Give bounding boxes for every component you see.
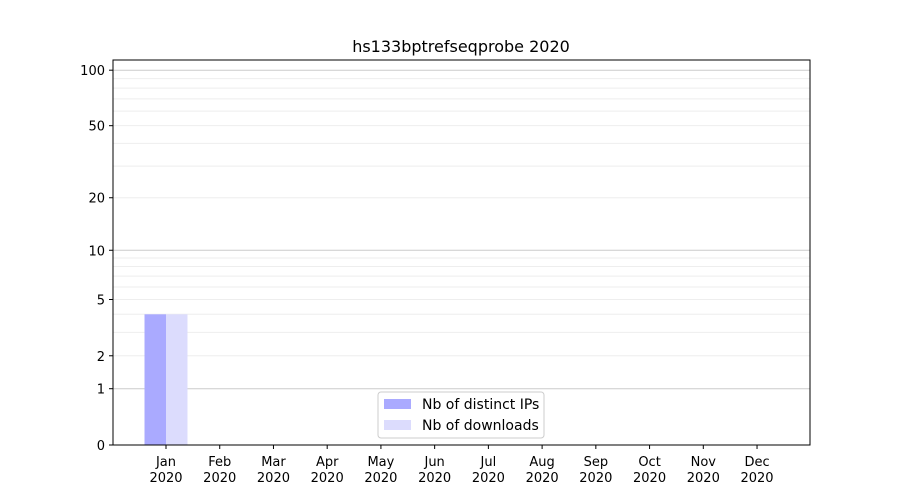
- y-tick-label: 20: [88, 192, 105, 207]
- legend-swatch-distinct-ips: [384, 399, 411, 409]
- x-tick-label: Feb 2020: [203, 455, 236, 486]
- bar-distinct-ips: [144, 314, 166, 445]
- x-tick-label: Jul 2020: [472, 455, 505, 486]
- bars: [144, 314, 188, 445]
- y-tick-label: 0: [97, 439, 105, 454]
- x-axis: Jan 2020 Feb 2020 Mar 2020 Apr 2020 May 2020 Jun 20…: [149, 445, 774, 486]
- y-tick-label: 2: [97, 350, 105, 365]
- x-tick-label: Jan 2020: [149, 455, 182, 486]
- x-tick-label: Aug 2020: [526, 455, 559, 486]
- x-tick-label: Nov 2020: [687, 455, 720, 486]
- x-tick-label: Jun 2020: [418, 455, 451, 486]
- y-tick-label: 10: [88, 244, 105, 259]
- chart-title: hs133bptrefseqprobe 2020: [352, 37, 570, 56]
- legend-label-downloads: Nb of downloads: [422, 418, 539, 434]
- x-tick-label: Dec 2020: [740, 455, 773, 486]
- x-tick-label: Apr 2020: [311, 455, 344, 486]
- y-tick-label: 50: [88, 120, 105, 135]
- grid: [113, 69, 810, 390]
- y-tick-label: 1: [97, 383, 105, 398]
- x-tick-label: Sep 2020: [579, 455, 612, 486]
- x-tick-label: Oct 2020: [633, 455, 666, 486]
- y-tick-label: 5: [97, 293, 105, 308]
- legend: Nb of distinct IPs Nb of downloads: [377, 391, 545, 439]
- legend-swatch-downloads: [384, 420, 411, 430]
- legend-label-distinct-ips: Nb of distinct IPs: [422, 397, 539, 413]
- x-tick-label: Mar 2020: [257, 455, 290, 486]
- y-tick-label: 100: [80, 64, 105, 79]
- plot-frame: [112, 59, 811, 446]
- bar-downloads: [166, 314, 188, 445]
- y-axis: 0 1 2 5 10 20 50 100: [80, 64, 113, 454]
- x-tick-label: May 2020: [364, 455, 397, 486]
- legend-box: [377, 391, 545, 439]
